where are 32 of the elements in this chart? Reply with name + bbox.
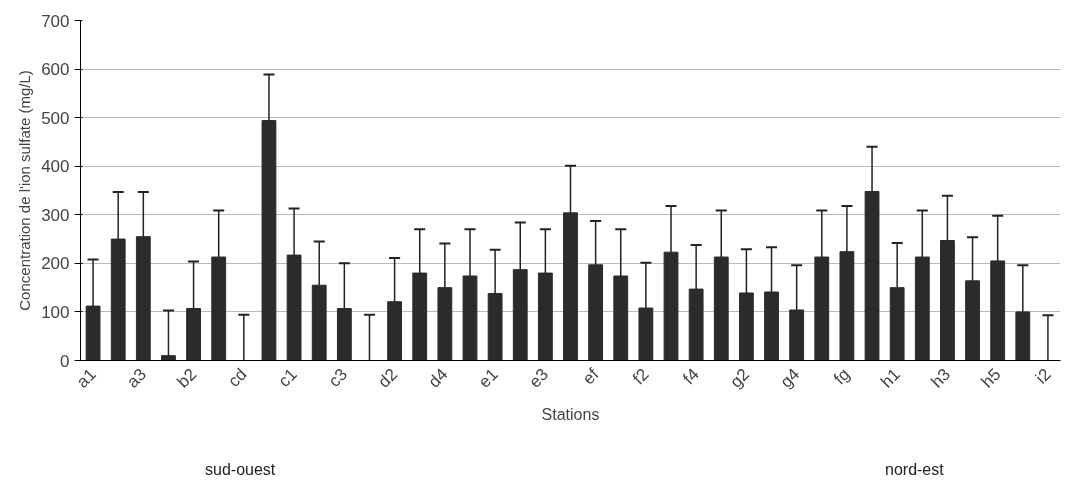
y-tick-label: 100 [41,302,70,322]
x-tick-label: h3 [927,364,955,392]
x-tick-label: h1 [877,364,904,392]
y-axis-title: Concentration de l'ion sulfate (mg/L) [16,70,34,311]
x-tick-label: ef [578,364,603,389]
x-tick-label: d2 [374,364,402,392]
x-tick-label: a3 [123,364,151,392]
x-tick-label: d4 [424,364,452,392]
y-tick-label: 400 [41,157,70,177]
text: sud-ouest [205,460,276,480]
y-tick-label: 600 [41,60,70,80]
text: nord-est [885,460,944,480]
x-tick-label: i2 [1031,364,1055,388]
y-tick-label: 200 [41,254,70,274]
x-tick-label: f4 [679,364,703,389]
x-tick-label: fg [830,364,854,389]
y-tick-label: 0 [60,351,70,371]
x-axis-title: Stations [541,406,600,424]
x-tick-label: g2 [726,364,754,392]
x-tick-label: c3 [324,364,352,391]
y-tick-label: 300 [41,205,70,225]
y-tick-label: 500 [41,108,70,128]
x-tick-label: f2 [629,364,653,389]
x-tick-label: b2 [173,364,201,392]
x-tick-label: cd [224,364,251,391]
x-tick-label: h5 [977,364,1005,392]
x-tick-label: c1 [274,364,301,391]
x-tick-label: e3 [525,364,553,392]
x-tick-label: a1 [72,364,100,392]
x-tick-label: g4 [776,364,804,392]
x-tick-label: e1 [475,364,502,392]
y-tick-label: 700 [41,11,70,31]
